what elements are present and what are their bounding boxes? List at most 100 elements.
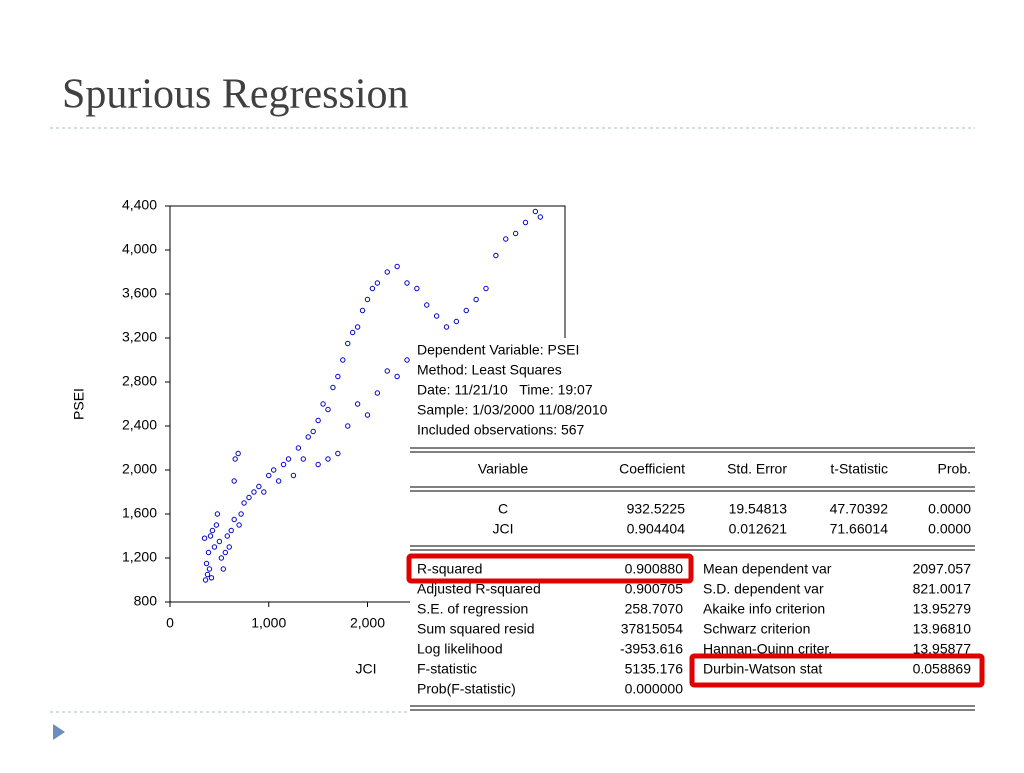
point [424,302,430,308]
stat-label: Sum squared resid [417,621,535,637]
point [473,296,479,303]
y-tick-label: 3,200 [122,329,157,345]
cell: 0.012621 [729,521,788,537]
stat-value: 13.95279 [913,601,972,617]
point [463,307,469,314]
point [384,368,390,374]
point [232,456,238,462]
point [275,478,282,484]
stat-label: S.D. dependent var [703,581,824,597]
point [374,390,381,396]
y-tick-label: 2,400 [122,417,157,433]
point [214,511,221,517]
point [251,489,257,495]
point [236,522,242,528]
y-tick-label: 1,200 [122,549,157,565]
point [280,461,287,468]
point [300,456,307,462]
point [364,412,371,418]
point [345,423,351,429]
point [394,263,400,270]
point [335,450,341,457]
column-header: Coefficient [619,461,685,477]
point [325,406,331,413]
cell: 19.54813 [729,501,788,517]
regression-output: Dependent Variable: PSEI Method: Least Sq… [406,338,985,716]
header-line: Method: Least Squares [417,362,562,378]
point [310,428,316,435]
point [270,467,277,473]
point [384,269,390,275]
point [453,318,460,325]
highlight [406,553,694,584]
table-background [410,338,978,716]
header-line: Date: 11/21/10 Time: 19:07 [417,382,593,398]
stat-label: Hannan-Quinn criter. [703,641,832,657]
point [206,566,213,572]
point [261,489,267,495]
y-tick-label: 4,400 [122,197,157,213]
stat-value: 5135.176 [625,661,684,677]
point [256,483,262,490]
cell: 47.70392 [830,501,889,517]
point [349,329,356,336]
stat-value: 821.0017 [913,581,972,597]
highlight [689,653,985,688]
point [404,357,410,363]
stat-value: 2097.057 [913,561,972,577]
point [216,538,223,545]
stat-value: 0.000000 [625,681,684,697]
point [202,577,209,583]
bullet [53,724,65,740]
stat-value: 37815054 [621,621,684,637]
point [238,511,244,517]
point [364,296,371,303]
stat-label: Log likelihood [417,641,503,657]
slide-title: Spurious Regression [62,72,409,118]
x-tick-label: 2,000 [350,615,385,631]
point [335,373,341,380]
x-tick-label: 1,000 [251,615,286,631]
stat-label: Schwarz criterion [703,621,810,637]
point [208,575,215,581]
stat-value: 0.058869 [913,661,972,677]
point [246,494,252,501]
cell: JCI [493,521,514,537]
point [369,285,376,292]
point [443,324,450,330]
column-header: Std. Error [727,461,787,477]
header-line: Included observations: 567 [417,422,585,438]
point [315,461,321,468]
cell: 932.5225 [627,501,686,517]
stat-value: 0.900705 [625,581,684,597]
point [359,307,366,314]
point [213,522,220,528]
stat-label: Adjusted R-squared [417,581,541,597]
stat-label: S.E. of regression [417,601,528,617]
point [340,357,346,363]
cell: 0.0000 [928,501,971,517]
point [354,324,361,330]
y-tick-label: 1,600 [122,505,157,521]
x-tick-label: 0 [166,615,174,631]
stat-value: 0.900880 [625,561,684,577]
point [493,252,499,259]
point [207,533,214,539]
stat-value: 13.95877 [913,641,972,657]
point [483,285,489,292]
point [205,549,212,556]
column-header: Variable [478,461,529,477]
point [235,450,241,457]
point [305,434,311,440]
point [285,456,292,462]
point [290,472,297,479]
point [220,566,227,572]
point [201,535,208,541]
point [222,549,229,556]
point [325,456,331,462]
stat-label: Durbin-Watson stat [703,661,822,677]
x-axis-label: JCI [356,661,377,677]
header-line: Dependent Variable: PSEI [417,342,579,358]
point [231,478,237,484]
